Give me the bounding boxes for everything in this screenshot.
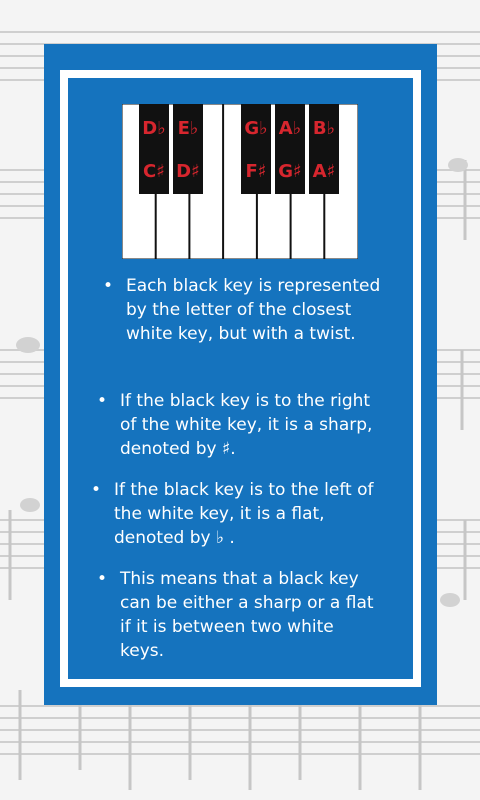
key-label-flat: E♭ (178, 118, 199, 139)
list-item-text: If the black key is to the left of the w… (114, 480, 374, 548)
bullet-icon: • (102, 276, 114, 296)
key-label-sharp: C♯ (143, 161, 165, 182)
black-key-c-sharp (139, 104, 169, 194)
black-key-f-sharp (241, 104, 271, 194)
bullet-icon: • (96, 391, 108, 411)
list-item-text: Each black key is represented by the let… (126, 276, 381, 344)
lesson-card: D♭ E♭ G♭ A♭ B♭ C♯ D♯ F♯ G♯ A♯ • Each bla… (44, 44, 437, 705)
black-key-d-sharp (173, 104, 203, 194)
list-item-text: If the black key is to the right of the … (120, 391, 373, 459)
key-label-sharp: F♯ (245, 161, 266, 182)
key-label-sharp: A♯ (313, 161, 336, 182)
explanation-list: • Each black key is represented by the l… (68, 78, 413, 679)
list-item: • Each black key is represented by the l… (103, 274, 390, 346)
key-label-sharp: D♯ (176, 161, 200, 182)
content-panel: D♭ E♭ G♭ A♭ B♭ C♯ D♯ F♯ G♯ A♯ • Each bla… (68, 78, 413, 679)
list-item-text: This means that a black key can be eithe… (120, 569, 374, 661)
key-label-flat: G♭ (244, 118, 267, 139)
bullet-icon: • (96, 569, 108, 589)
list-item: • If the black key is to the right of th… (97, 389, 390, 461)
key-label-flat: B♭ (313, 118, 335, 139)
list-item: • This means that a black key can be eit… (97, 567, 382, 663)
black-key-a-sharp (309, 104, 339, 194)
list-item: • If the black key is to the left of the… (91, 478, 384, 550)
piano-keyboard-diagram: D♭ E♭ G♭ A♭ B♭ C♯ D♯ F♯ G♯ A♯ (122, 104, 358, 259)
key-label-sharp: G♯ (278, 161, 301, 182)
key-label-flat: A♭ (279, 118, 301, 139)
piano-keys-svg: D♭ E♭ G♭ A♭ B♭ C♯ D♯ F♯ G♯ A♯ (122, 104, 358, 259)
card-frame: D♭ E♭ G♭ A♭ B♭ C♯ D♯ F♯ G♯ A♯ • Each bla… (60, 70, 421, 687)
black-key-g-sharp (275, 104, 305, 194)
bullet-icon: • (90, 480, 102, 500)
key-label-flat: D♭ (142, 118, 165, 139)
